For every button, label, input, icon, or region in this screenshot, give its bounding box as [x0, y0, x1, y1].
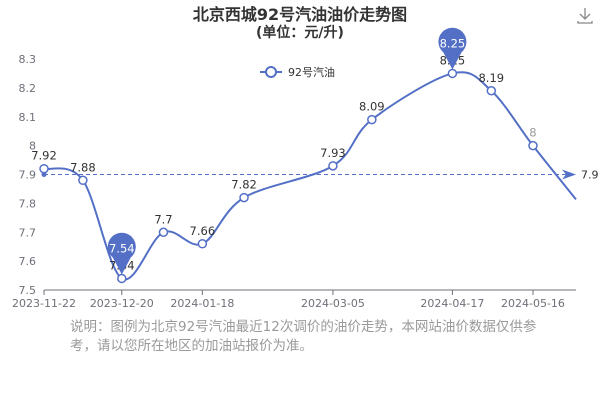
data-point	[239, 192, 249, 203]
y-tick-label: 7.7	[19, 226, 37, 239]
y-tick-label: 8.2	[19, 82, 37, 95]
y-tick-label: 7.9	[19, 169, 37, 182]
x-tick-label: 2023-11-22	[12, 297, 76, 310]
download-button[interactable]	[576, 6, 594, 24]
mark-pin-label: 7.54	[109, 241, 135, 255]
data-label: 7.92	[31, 149, 57, 163]
chart-subtitle: (单位：元/升)	[256, 24, 344, 41]
mark-line-arrow	[562, 169, 576, 180]
data-label: 8	[529, 126, 536, 140]
mark-pin-min	[107, 232, 136, 275]
data-label: 7.7	[154, 212, 172, 226]
legend[interactable]: 92号汽油	[260, 65, 335, 79]
download-icon	[577, 8, 593, 24]
data-label: 7.93	[320, 146, 346, 160]
data-point	[486, 86, 497, 96]
y-tick-label: 7.6	[19, 255, 37, 268]
x-tick-label: 2024-05-16	[501, 297, 565, 310]
mark-line-label: 7.9	[581, 169, 599, 182]
data-point	[328, 161, 338, 171]
data-point	[197, 239, 208, 249]
data-point	[78, 175, 88, 186]
x-tick-label: 2024-04-17	[420, 297, 484, 310]
chart-title: 北京西城92号汽油油价走势图	[193, 5, 407, 24]
data-point	[39, 163, 49, 174]
legend-label: 92号汽油	[288, 65, 335, 79]
mark-pin-label: 8.25	[440, 36, 466, 50]
x-tick-label: 2024-01-18	[170, 297, 234, 310]
y-tick-label: 8	[29, 140, 36, 153]
y-tick-label: 8.3	[19, 53, 37, 66]
data-label: 8.19	[478, 71, 504, 85]
chart-note: 说明：图例为北京92号汽油最近12次调价的油价走势，本网站油价数据仅供参考，请以…	[70, 319, 537, 354]
data-label: 7.66	[190, 224, 216, 238]
data-point	[447, 68, 458, 79]
data-point	[528, 140, 538, 151]
y-tick-label: 8.1	[19, 111, 37, 124]
data-label: 8.09	[359, 100, 385, 114]
x-tick-label: 2023-12-20	[90, 297, 154, 310]
data-point	[367, 114, 377, 125]
y-tick-label: 7.5	[19, 284, 37, 297]
data-point	[117, 273, 127, 284]
data-label: 7.88	[70, 160, 96, 174]
legend-marker	[265, 66, 277, 78]
x-tick-label: 2024-03-05	[301, 297, 365, 310]
y-tick-label: 7.8	[19, 197, 37, 210]
data-label: 7.82	[231, 178, 257, 192]
data-point	[158, 227, 169, 237]
mark-pin-max	[438, 27, 467, 70]
